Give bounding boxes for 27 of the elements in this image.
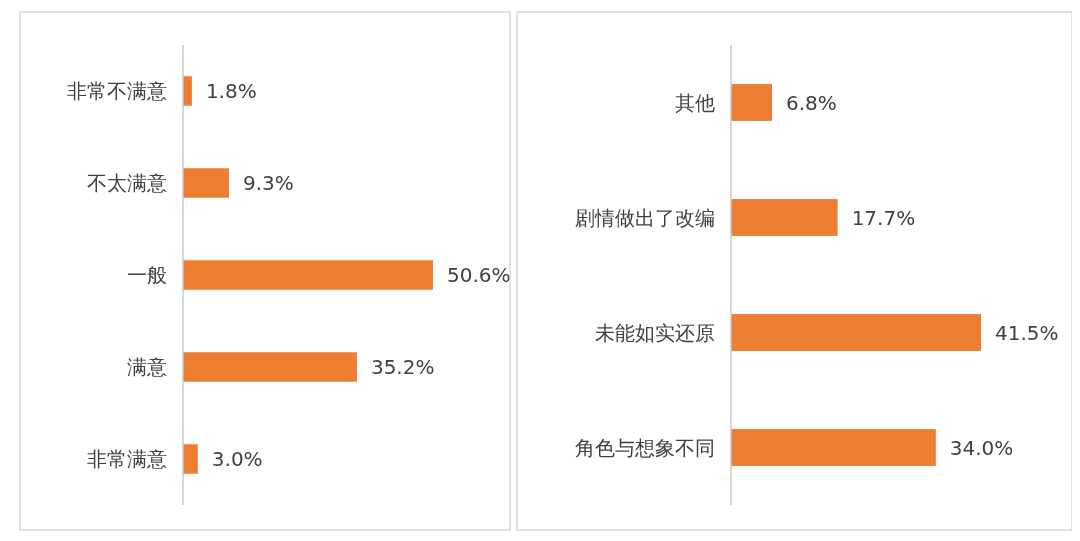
y-tick-label: 其他 <box>675 90 715 115</box>
y-tick-label: 一般 <box>127 263 167 287</box>
data-label: 17.7% <box>851 205 916 230</box>
bar <box>731 429 936 466</box>
data-label: 50.6% <box>447 263 511 287</box>
data-label: 35.2% <box>370 355 435 379</box>
data-label: 9.3% <box>242 171 294 195</box>
y-tick-label: 非常不满意 <box>67 79 167 103</box>
data-label: 41.5% <box>995 320 1059 345</box>
y-tick-label: 未能如实还原 <box>595 320 715 345</box>
data-label: 3.0% <box>211 447 263 471</box>
bar <box>183 444 198 474</box>
bar <box>183 260 433 290</box>
y-tick-label: 非常满意 <box>87 447 167 471</box>
y-tick-label: 不太满意 <box>87 171 167 195</box>
bar <box>183 352 357 382</box>
bar <box>183 76 192 106</box>
bar <box>731 84 772 121</box>
bar <box>731 314 981 351</box>
y-tick-label: 满意 <box>127 355 167 379</box>
data-label: 1.8% <box>205 79 257 103</box>
bar <box>731 199 838 236</box>
data-label: 34.0% <box>949 435 1014 460</box>
y-tick-label: 角色与想象不同 <box>575 435 715 460</box>
data-label: 6.8% <box>785 90 837 115</box>
bar <box>183 168 229 198</box>
y-tick-label: 剧情做出了改编 <box>575 205 715 230</box>
